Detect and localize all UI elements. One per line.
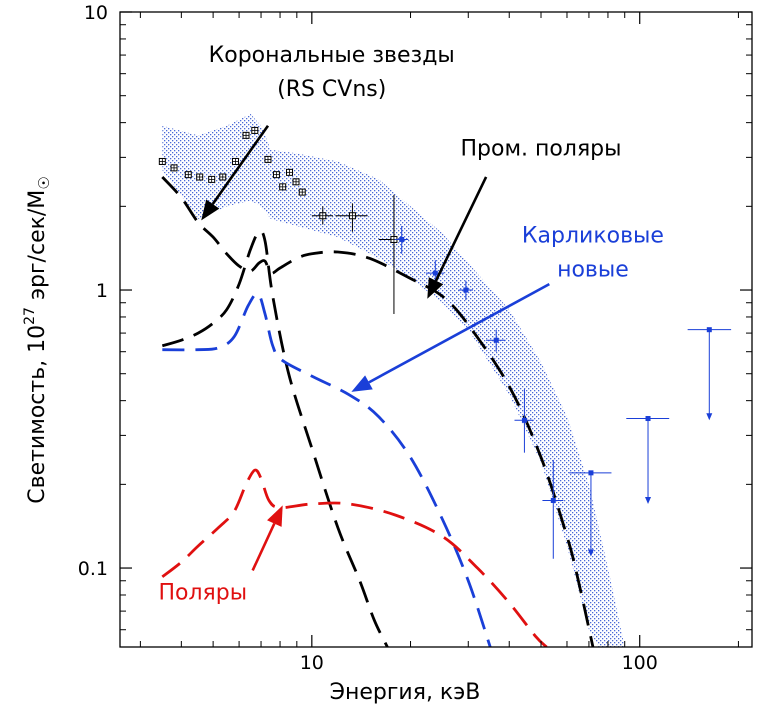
blue-data-point [521,417,527,423]
annotation-arrow-3 [368,282,550,384]
annotation-text-3: новые [557,258,629,283]
annotation-text-3: Карликовые [522,224,664,249]
upper-limit-arrowhead [645,496,652,504]
series-line-1 [161,176,595,647]
blue-data-point [493,337,499,343]
annotation-arrow-2 [434,176,488,282]
annotation-text-4: Поляры [158,581,247,606]
upper-limit-arrowhead [706,413,713,421]
y-axis-label-text: Светимость, 10 [25,325,50,504]
y-tick-label: 10 [84,2,108,24]
annotation-arrowhead-1 [201,199,220,221]
blue-data-point [432,270,438,276]
upper-limit-point [588,470,594,476]
annotation-text-1: Корональные звезды [209,43,455,68]
y-axis-label: Светимость, 1027 эрг/сек/M☉ [22,176,53,504]
upper-limit-arrowhead [587,549,594,557]
annotation-arrowhead-4 [267,505,283,527]
y-axis-label-units: эрг/сек/M [25,190,50,307]
annotation-text-2: Пром. поляры [460,136,621,161]
sun-symbol: ☉ [35,176,53,189]
y-axis-label-exponent: 27 [22,307,38,325]
annotation-arrowhead-2 [427,277,444,299]
series-line-4 [161,468,548,647]
plot-frame [119,11,753,648]
blue-data-points [394,225,732,559]
annotation-arrow-4 [251,523,276,572]
annotation-text-1: (RS CVns) [277,77,386,102]
upper-limit-point [645,416,651,422]
blue-data-point [463,287,469,293]
x-tick-label: 10 [300,652,324,674]
model-curves [161,176,595,647]
annotation-arrow-1 [211,124,270,205]
blue-data-point [399,236,405,242]
band-area [162,113,625,647]
x-tick-label: 100 [622,652,658,674]
series-line-2 [161,229,389,647]
series-line-3 [162,292,492,647]
blue-data-point [550,497,556,503]
axis-ticks: 10 100 0.1 1 10 [78,2,752,674]
y-tick-label: 0.1 [78,558,108,580]
y-tick-label: 1 [96,280,108,302]
annotation-arrowhead-3 [351,375,373,392]
x-axis-label: Энергия, кэВ [330,680,481,705]
measurement-band [162,113,625,647]
upper-limit-point [706,327,712,333]
annotations: Корональные звезды (RS CVns) Пром. поляры К… [158,43,663,605]
